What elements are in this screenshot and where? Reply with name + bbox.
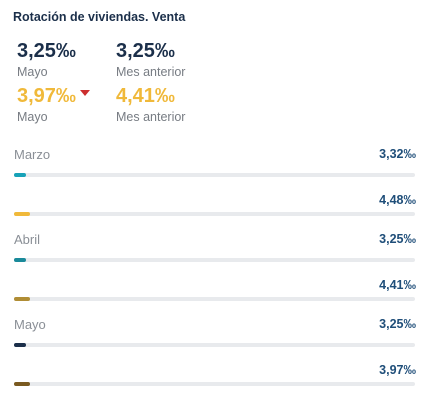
progress-track (14, 343, 415, 347)
progress-track (14, 212, 415, 216)
kpi-previous-gold: 4,41‰ Mes anterior (116, 85, 185, 124)
kpi-value-row: 3,97‰ (17, 85, 90, 107)
progress-track (14, 258, 415, 262)
widget-title: Rotación de viviendas. Venta (13, 10, 186, 24)
kpi-label: Mayo (17, 65, 48, 79)
kpi-value: 3,25‰ (116, 40, 175, 62)
kpi-current-navy: 3,25‰ Mayo (17, 40, 76, 79)
progress-track (14, 297, 415, 301)
bar-value: 4,41‰ (379, 278, 416, 292)
month-label-abril: Abril (14, 232, 41, 247)
bar-value: 3,25‰ (379, 317, 416, 331)
bar-value: 3,97‰ (379, 363, 416, 377)
trend-down-icon (79, 89, 90, 96)
kpi-previous-navy: 3,25‰ Mes anterior (116, 40, 185, 79)
bar-value: 3,25‰ (379, 232, 416, 246)
kpi-label: Mayo (17, 110, 48, 124)
month-label-marzo: Marzo (14, 147, 51, 162)
progress-track (14, 382, 415, 386)
bar-value: 4,48‰ (379, 193, 416, 207)
kpi-current-gold: 3,97‰ Mayo (17, 85, 90, 124)
kpi-label: Mes anterior (116, 110, 186, 124)
progress-fill (14, 173, 27, 177)
kpi-label: Mes anterior (116, 65, 186, 79)
progress-track (14, 173, 415, 177)
progress-fill (14, 258, 27, 262)
progress-fill (14, 343, 27, 347)
kpi-value: 3,97‰ (17, 85, 76, 107)
progress-fill (14, 212, 31, 216)
kpi-value: 4,41‰ (116, 85, 175, 107)
bar-value: 3,32‰ (379, 147, 416, 161)
kpi-value: 3,25‰ (17, 40, 76, 62)
progress-fill (14, 382, 31, 386)
month-label-mayo: Mayo (14, 317, 46, 332)
progress-fill (14, 297, 31, 301)
